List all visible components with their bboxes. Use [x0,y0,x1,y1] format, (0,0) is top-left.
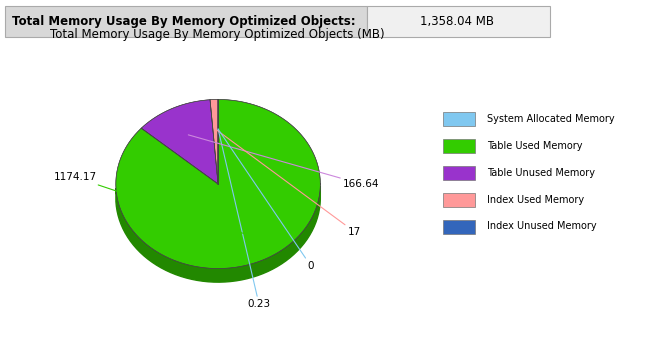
Text: System Allocated Memory: System Allocated Memory [488,114,615,124]
FancyBboxPatch shape [443,112,474,126]
Text: 0: 0 [218,129,314,271]
Text: Total Memory Usage By Memory Optimized Objects:: Total Memory Usage By Memory Optimized O… [12,15,356,28]
FancyBboxPatch shape [443,220,474,234]
Text: Table Unused Memory: Table Unused Memory [488,168,595,178]
FancyBboxPatch shape [443,139,474,153]
Text: 166.64: 166.64 [188,135,380,189]
Polygon shape [116,186,320,282]
Text: 1,358.04 MB: 1,358.04 MB [421,15,494,28]
Text: 0.23: 0.23 [218,129,270,309]
Text: Total Memory Usage By Memory Optimized Objects (MB): Total Memory Usage By Memory Optimized O… [51,28,385,41]
Text: Index Unused Memory: Index Unused Memory [488,222,597,231]
Polygon shape [116,99,320,268]
FancyBboxPatch shape [443,193,474,207]
FancyBboxPatch shape [367,6,550,37]
Text: 1174.17: 1174.17 [53,172,246,234]
Text: Index Used Memory: Index Used Memory [488,195,584,204]
Polygon shape [141,100,218,184]
Text: 17: 17 [215,129,361,237]
FancyBboxPatch shape [443,166,474,180]
FancyBboxPatch shape [5,6,367,37]
Text: Table Used Memory: Table Used Memory [488,141,582,151]
Polygon shape [210,99,218,184]
